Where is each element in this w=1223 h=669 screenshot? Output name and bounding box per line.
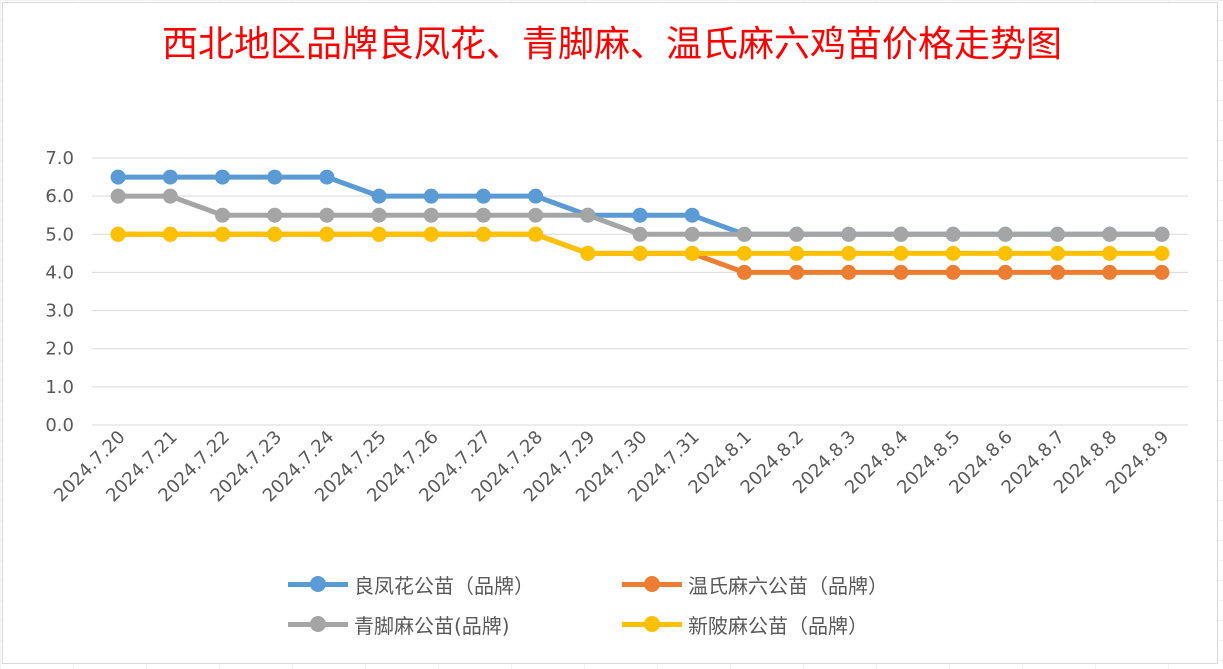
data-point (528, 188, 544, 204)
data-point (319, 169, 335, 185)
data-point (423, 226, 439, 242)
data-point (1050, 264, 1066, 280)
data-point (580, 245, 596, 261)
data-point (1102, 226, 1118, 242)
legend-item-xinpoma[interactable]: 新陂麻公苗（品牌） (622, 610, 868, 638)
y-tick-label: 5.0 (45, 224, 74, 245)
data-point (789, 226, 805, 242)
legend-marker (644, 616, 660, 632)
data-point (371, 207, 387, 223)
data-point (632, 207, 648, 223)
legend-swatch-icon (288, 610, 348, 638)
data-point (162, 169, 178, 185)
data-point (684, 207, 700, 223)
data-point (319, 207, 335, 223)
data-point (162, 226, 178, 242)
data-point (632, 245, 648, 261)
data-point (736, 226, 752, 242)
legend: 良凤花公苗（品牌） 温氏麻六公苗（品牌） 青脚麻公苗(品牌) 新陂麻公苗（品牌） (0, 566, 1223, 646)
data-point (841, 245, 857, 261)
data-point (632, 226, 648, 242)
data-point (945, 245, 961, 261)
y-tick-label: 7.0 (45, 148, 74, 169)
data-point (997, 226, 1013, 242)
data-point (528, 226, 544, 242)
legend-item-qingjiaoma[interactable]: 青脚麻公苗(品牌) (288, 610, 510, 638)
legend-item-wenshi[interactable]: 温氏麻六公苗（品牌） (622, 570, 888, 598)
data-point (580, 207, 596, 223)
data-point (893, 245, 909, 261)
data-point (423, 188, 439, 204)
data-point (1102, 264, 1118, 280)
data-point (214, 169, 230, 185)
y-tick-label: 6.0 (45, 186, 74, 207)
y-tick-label: 0.0 (45, 415, 74, 436)
data-point (110, 226, 126, 242)
data-point (423, 207, 439, 223)
data-point (684, 226, 700, 242)
data-point (997, 264, 1013, 280)
data-point (1050, 226, 1066, 242)
data-point (1154, 264, 1170, 280)
y-tick-label: 1.0 (45, 377, 74, 398)
data-point (475, 188, 491, 204)
data-point (841, 226, 857, 242)
y-axis-ticks: 7.0 6.0 5.0 4.0 3.0 2.0 1.0 0.0 (45, 148, 74, 436)
legend-marker (310, 616, 326, 632)
legend-label: 青脚麻公苗(品牌) (354, 613, 510, 638)
legend-swatch-icon (622, 610, 682, 638)
data-point (319, 226, 335, 242)
legend-swatch-icon (622, 570, 682, 598)
data-point (1154, 245, 1170, 261)
data-point (267, 207, 283, 223)
data-point (1050, 245, 1066, 261)
gridlines (92, 157, 1188, 426)
data-point (997, 245, 1013, 261)
data-point (789, 245, 805, 261)
data-point (214, 226, 230, 242)
y-tick-label: 2.0 (45, 339, 74, 360)
series-line (115, 174, 1165, 237)
legend-marker (310, 576, 326, 592)
data-point (1102, 245, 1118, 261)
data-point (267, 169, 283, 185)
series-layer (110, 169, 1170, 280)
legend-label: 良凤花公苗（品牌） (354, 573, 534, 598)
data-point (945, 226, 961, 242)
legend-item-liangfenghua[interactable]: 良凤花公苗（品牌） (288, 570, 534, 598)
data-point (736, 264, 752, 280)
data-point (475, 207, 491, 223)
data-point (893, 226, 909, 242)
data-point (110, 188, 126, 204)
data-point (1154, 226, 1170, 242)
legend-swatch-icon (288, 570, 348, 598)
x-axis-ticks: 2024.7.202024.7.212024.7.222024.7.232024… (50, 427, 1173, 507)
series-2 (110, 188, 1170, 242)
data-point (789, 264, 805, 280)
legend-label: 温氏麻六公苗（品牌） (688, 573, 888, 598)
data-point (475, 226, 491, 242)
series-3 (110, 226, 1170, 261)
data-point (945, 264, 961, 280)
data-point (893, 264, 909, 280)
data-point (162, 188, 178, 204)
data-point (528, 207, 544, 223)
data-point (214, 207, 230, 223)
legend-marker (644, 576, 660, 592)
data-point (371, 188, 387, 204)
data-point (110, 169, 126, 185)
y-tick-label: 4.0 (45, 262, 74, 283)
chart-title: 西北地区品牌良凤花、青脚麻、温氏麻六鸡苗价格走势图 (161, 24, 1062, 65)
data-point (684, 245, 700, 261)
data-point (371, 226, 387, 242)
legend-label: 新陂麻公苗（品牌） (688, 613, 868, 638)
y-tick-label: 3.0 (45, 301, 74, 322)
data-point (267, 226, 283, 242)
data-point (841, 264, 857, 280)
data-point (736, 245, 752, 261)
